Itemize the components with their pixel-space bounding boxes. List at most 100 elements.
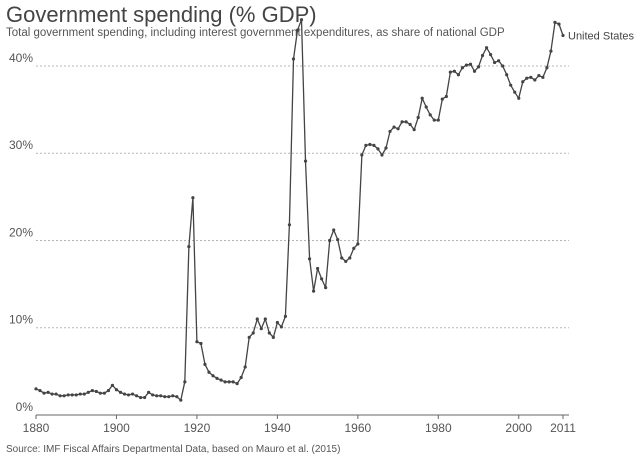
data-point: [183, 380, 187, 384]
data-point: [199, 341, 203, 346]
data-point: [368, 142, 372, 147]
data-point: [207, 370, 211, 374]
data-point: [380, 153, 384, 157]
data-point: [344, 259, 348, 264]
data-point: [163, 395, 167, 399]
data-point: [360, 153, 364, 157]
data-point: [328, 238, 332, 243]
data-point: [476, 65, 481, 69]
data-point: [320, 277, 324, 281]
data-point: [549, 49, 553, 53]
data-point: [307, 257, 312, 261]
data-point: [428, 113, 432, 117]
data-point: [155, 394, 159, 398]
data-point: [279, 325, 283, 329]
data-point: [340, 256, 344, 260]
data-point: [316, 266, 320, 271]
data-point: [356, 242, 360, 246]
data-point: [211, 374, 215, 378]
data-point: [448, 70, 452, 74]
y-tick-label: 10%: [9, 313, 33, 327]
data-point: [400, 120, 404, 124]
data-point: [436, 118, 440, 122]
data-point: [102, 391, 106, 395]
data-point: [219, 378, 223, 382]
data-point: [122, 392, 127, 396]
data-point: [517, 96, 521, 100]
data-point: [175, 395, 179, 399]
data-point: [501, 64, 505, 68]
data-point: [263, 317, 267, 321]
y-tick-label: 0%: [16, 400, 34, 414]
data-point: [275, 320, 279, 325]
data-point: [348, 256, 352, 260]
data-point: [138, 395, 143, 400]
data-point: [464, 63, 469, 67]
data-point: [541, 75, 545, 79]
data-point: [460, 66, 465, 70]
data-point: [557, 22, 561, 26]
x-tick-label: 1960: [344, 421, 371, 435]
data-point: [493, 60, 497, 65]
data-point: [283, 314, 288, 319]
data-point: [287, 223, 292, 227]
data-point: [235, 381, 239, 386]
data-point: [372, 143, 376, 147]
data-point: [66, 393, 70, 397]
data-point: [179, 398, 183, 402]
series-layer: United States: [34, 18, 635, 402]
data-point: [34, 387, 38, 391]
data-point: [239, 375, 243, 380]
data-point: [143, 395, 147, 400]
data-point: [424, 105, 428, 109]
data-point: [159, 394, 163, 398]
data-point: [86, 390, 90, 394]
data-point: [58, 394, 62, 398]
data-point: [472, 69, 477, 73]
data-point: [525, 76, 529, 80]
data-point: [513, 90, 517, 94]
data-point: [130, 392, 135, 396]
data-point: [408, 122, 412, 127]
data-point: [118, 390, 123, 394]
data-point: [404, 120, 408, 124]
data-point: [215, 376, 219, 380]
data-point: [509, 83, 513, 87]
data-point: [561, 33, 565, 38]
data-point: [106, 388, 111, 393]
data-point: [497, 59, 501, 63]
data-point: [267, 331, 271, 335]
data-point: [336, 238, 340, 242]
data-point: [126, 393, 131, 397]
data-point: [332, 228, 336, 232]
data-point: [416, 115, 420, 120]
data-point: [388, 129, 392, 134]
data-point: [412, 128, 416, 132]
data-point: [247, 335, 251, 339]
data-point: [227, 380, 231, 384]
axis-layer: 0% 10% 20% 30% 40% 1880 1900 1920 1940 1960 1980 20…: [9, 51, 576, 435]
data-point: [521, 80, 525, 84]
data-point: [203, 362, 207, 366]
data-point: [195, 340, 199, 344]
data-point: [352, 246, 356, 250]
x-tick-label: 1920: [184, 421, 211, 435]
data-point: [484, 46, 489, 50]
data-point: [50, 392, 54, 396]
data-point: [42, 391, 46, 395]
data-point: [223, 380, 227, 384]
data-point: [62, 394, 66, 398]
data-point: [191, 196, 195, 200]
data-point: [533, 78, 537, 82]
data-point: [70, 393, 74, 397]
data-point: [147, 390, 151, 394]
data-point: [545, 66, 549, 70]
data-point: [488, 53, 493, 57]
chart-title: Government spending (% GDP): [6, 2, 317, 27]
data-point: [444, 94, 448, 99]
data-point: [259, 327, 263, 331]
data-point: [187, 245, 191, 249]
data-point: [376, 147, 380, 151]
data-point: [311, 289, 316, 293]
